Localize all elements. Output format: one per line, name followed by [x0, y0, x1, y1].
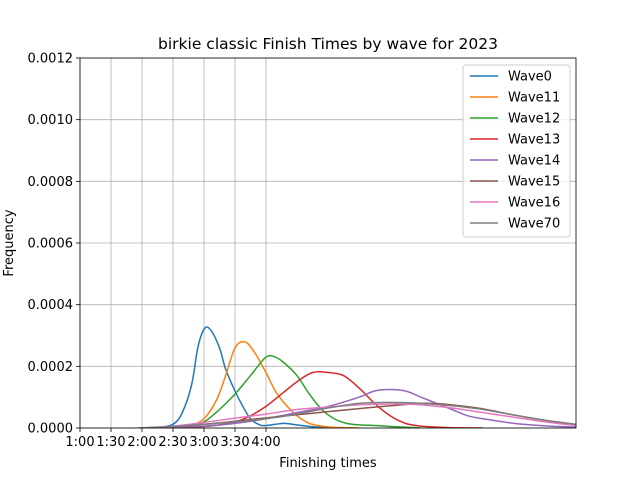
y-axis: 0.0000 0.0002 0.0004 0.0006 0.0008 0.0010 0.00… — [28, 52, 80, 437]
legend-label: Wave70 — [508, 217, 560, 232]
series-line-wave11 — [138, 340, 360, 428]
legend-label: Wave12 — [508, 112, 560, 127]
y-tick-label: 0.0012 — [28, 52, 74, 67]
series-line-wave12 — [138, 354, 422, 428]
legend: Wave0 Wave11 Wave12 Wave13 Wave14 Wave15 Wave1… — [462, 64, 571, 238]
x-tick-label: 3:30 — [220, 435, 249, 450]
legend-label: Wave14 — [508, 154, 560, 169]
x-tick-label: 3:00 — [189, 435, 218, 450]
y-tick-label: 0.0006 — [28, 237, 74, 252]
legend-box — [462, 64, 571, 238]
y-axis-label: Frequency — [2, 209, 17, 276]
y-tick-label: 0.0004 — [28, 298, 74, 313]
x-axis-label: Finishing times — [279, 456, 377, 471]
y-tick-label: 0.0008 — [28, 175, 74, 190]
y-tick-label: 0.0002 — [28, 360, 74, 375]
y-tick-label: 0.0000 — [28, 422, 74, 437]
x-tick-label: 2:00 — [127, 435, 156, 450]
x-tick-label: 2:30 — [158, 435, 187, 450]
legend-label: Wave0 — [508, 70, 552, 85]
legend-label: Wave15 — [508, 175, 560, 190]
series-line-wave0 — [138, 326, 329, 428]
series-lines — [138, 326, 576, 428]
x-tick-label: 1:00 — [65, 435, 94, 450]
x-axis: 1:00 1:30 2:00 2:30 3:00 3:30 4:00 — [65, 428, 281, 450]
x-tick-label: 4:00 — [251, 435, 280, 450]
series-line-wave16 — [138, 403, 576, 428]
x-tick-label: 1:30 — [96, 435, 125, 450]
legend-label: Wave13 — [508, 133, 560, 148]
y-tick-label: 0.0010 — [28, 113, 74, 128]
chart-title: birkie classic Finish Times by wave for … — [158, 35, 498, 53]
series-line-wave70 — [138, 401, 576, 428]
legend-label: Wave11 — [508, 91, 560, 106]
legend-label: Wave16 — [508, 196, 560, 211]
